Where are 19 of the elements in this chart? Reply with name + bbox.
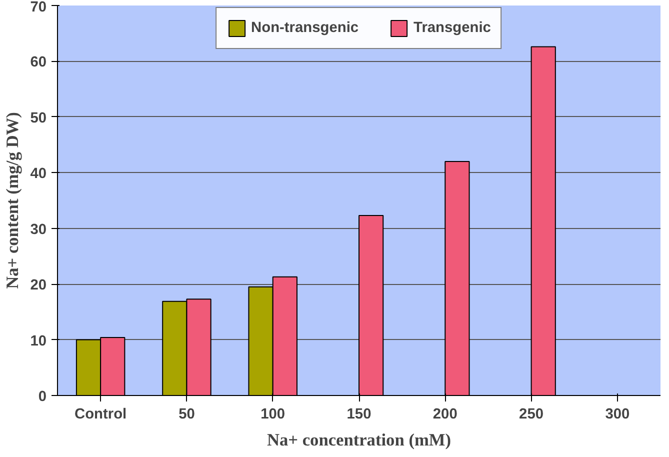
x-tick-label: 250 — [519, 406, 544, 422]
y-tick-label: 60 — [30, 54, 47, 71]
legend-label: Non-transgenic — [251, 20, 359, 36]
y-tick-label: 30 — [30, 222, 47, 238]
x-tick-label: 150 — [346, 406, 372, 422]
y-axis-title: Na+ content (mg/g DW) — [3, 112, 22, 289]
x-tick-label: 50 — [178, 406, 195, 422]
x-tick-label: 200 — [432, 406, 458, 422]
x-tick-label: 300 — [605, 406, 630, 422]
y-tick-label: 10 — [30, 333, 47, 350]
y-tick-label: 20 — [30, 278, 47, 294]
y-tick-label: 70 — [30, 0, 47, 16]
legend-label: Transgenic — [414, 20, 491, 36]
x-tick-label: 100 — [260, 406, 286, 422]
x-tick-label: Control — [74, 406, 127, 422]
x-axis-title: Na+ concentration (mM) — [266, 430, 452, 450]
y-tick-label: 0 — [38, 389, 47, 405]
y-tick-label: 50 — [30, 110, 47, 126]
y-tick-label: 40 — [30, 166, 47, 182]
